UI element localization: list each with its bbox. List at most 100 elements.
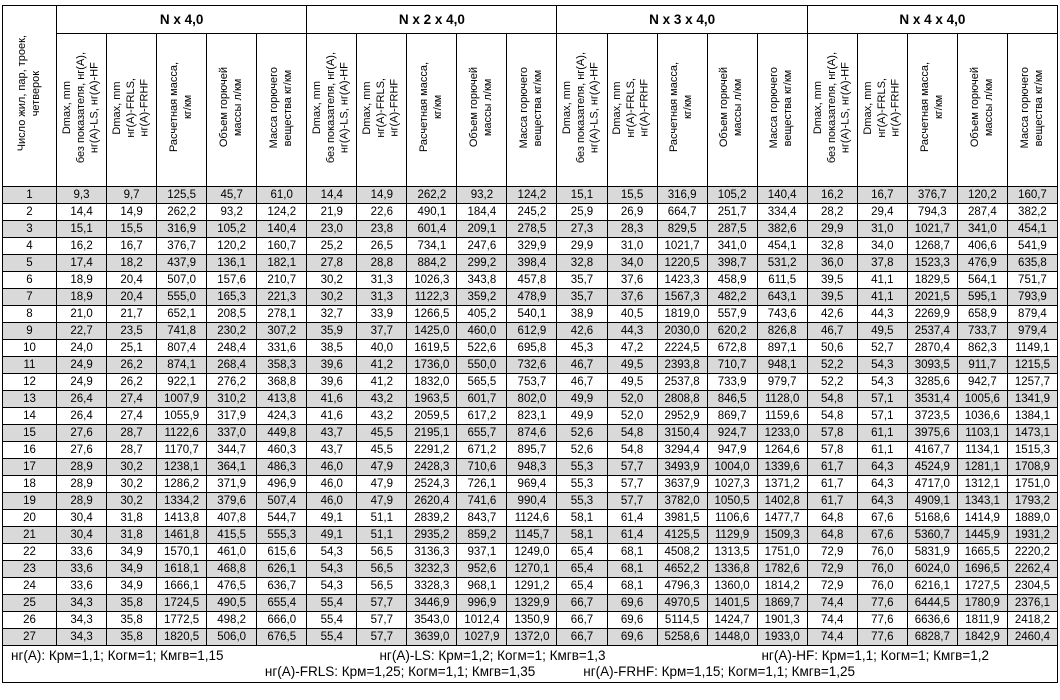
column-header-label: Dmax, mm нг(А)-FRLS, нг(А)-FRHF [110,77,151,138]
data-cell: 23,8 [356,220,408,238]
data-cell: 2269,9 [906,305,958,323]
data-cell: 46,7 [556,373,608,391]
data-cell: 66,7 [556,628,608,646]
data-cell: 1050,5 [706,492,758,510]
table-row: 23 33,6 34,9 1618,1 468,8 626,1 54,3 56,5 3232,3… [2,560,1059,578]
footnotes-cell: нг(А): Крм=1,1; Когм=1; Кмгв=1,15 нг(А)-… [2,645,1058,683]
data-cell: 316,9 [156,220,208,238]
data-cell: 57,7 [356,611,408,629]
data-cell: 15,5 [606,186,658,204]
data-cell: 33,6 [55,543,108,561]
data-cell: 2059,5 [406,407,458,425]
data-cell: 1829,5 [906,271,958,289]
data-cell: 69,6 [606,611,658,629]
data-cell: 3150,4 [656,424,708,442]
data-cell: 1401,5 [706,594,758,612]
data-cell: 37,6 [606,271,658,289]
data-cell: 3975,6 [906,424,958,442]
data-cell: 26,2 [106,356,158,374]
data-cell: 56,5 [356,543,408,561]
row-number-cell: 11 [2,356,57,374]
data-cell: 1665,5 [956,543,1008,561]
data-cell: 874,1 [156,356,208,374]
data-cell: 32,7 [306,305,358,323]
data-cell: 859,2 [456,526,508,544]
data-cell: 726,1 [456,475,508,493]
data-cell: 979,7 [756,373,808,391]
column-header-label: Расчетная масса, кг/км [167,62,194,153]
data-cell: 1122,3 [406,288,458,306]
data-cell: 1159,6 [756,407,808,425]
table-row: 3 15,1 15,5 316,9 105,2 140,4 23,0 23,8 601,4 209… [2,220,1059,238]
data-cell: 615,6 [256,543,308,561]
data-cell: 43,7 [306,441,358,459]
data-cell: 44,3 [606,322,658,340]
data-cell: 643,1 [756,288,808,306]
data-cell: 564,1 [956,271,1008,289]
data-cell: 1423,3 [656,271,708,289]
data-cell: 245,2 [506,203,558,221]
data-cell: 5168,6 [906,509,958,527]
coefficient-note-ls: нг(А)-LS: Крм=1,2; Когм=1; Кмгв=1,3 [379,648,606,663]
data-cell: 65,4 [556,577,608,595]
data-cell: 1249,0 [506,543,558,561]
data-cell: 22,6 [356,203,408,221]
data-cell: 247,6 [456,237,508,255]
data-cell: 64,3 [856,492,908,510]
data-cell: 49,5 [606,356,658,374]
data-cell: 3981,5 [656,509,708,527]
column-header-label: Dmax, mm без показателя, нг(А), нг(А)-LS… [311,51,351,164]
data-cell: 2524,3 [406,475,458,493]
data-cell: 34,9 [106,560,158,578]
coefficient-note-frhf: нг(А)-FRHF: Крм=1,15; Когм=1,1; Кмгв=1,2… [583,664,856,679]
data-cell: 794,3 [906,203,958,221]
row-number-cell: 23 [2,560,57,578]
data-cell: 9,3 [55,186,108,204]
data-cell: 1145,7 [506,526,558,544]
data-cell: 27,8 [306,254,358,272]
data-cell: 6024,0 [906,560,958,578]
data-cell: 672,8 [706,339,758,357]
column-group-header-nx4: N x 4,0 [55,5,308,34]
data-cell: 160,7 [256,237,308,255]
data-cell: 54,3 [306,577,358,595]
data-cell: 17,4 [55,254,108,272]
data-cell: 979,4 [1006,322,1059,340]
data-cell: 337,0 [206,424,258,442]
data-cell: 4652,2 [656,560,708,578]
data-cell: 334,4 [756,203,808,221]
data-cell: 54,8 [806,390,858,408]
data-cell: 1027,3 [706,475,758,493]
data-cell: 31,3 [356,271,408,289]
data-cell: 1618,1 [156,560,208,578]
data-cell: 874,6 [506,424,558,442]
data-cell: 802,0 [506,390,558,408]
data-cell: 990,4 [506,492,558,510]
data-cell: 2220,2 [1006,543,1059,561]
data-cell: 31,0 [606,237,658,255]
table-row: 4 16,2 16,7 376,7 120,2 160,7 25,2 26,5 734,1 247… [2,237,1059,255]
data-cell: 1266,5 [406,305,458,323]
data-cell: 793,9 [1006,288,1059,306]
data-cell: 262,2 [156,203,208,221]
data-cell: 67,6 [856,509,908,527]
data-cell: 359,2 [456,288,508,306]
column-header: Расчетная масса, кг/км [656,33,708,187]
data-cell: 666,0 [256,611,308,629]
data-cell: 93,2 [206,203,258,221]
data-cell: 1567,3 [656,288,708,306]
data-cell: 15,1 [55,220,108,238]
data-cell: 23,0 [306,220,358,238]
column-header-label: Расчетная масса, кг/км [418,62,444,153]
data-cell: 4909,1 [906,492,958,510]
column-header: Dmax, mm нг(А)-FRLS, нг(А)-FRHF [606,33,658,187]
data-cell: 2393,8 [656,356,708,374]
row-number-cell: 19 [2,492,57,510]
data-cell: 897,1 [756,339,808,357]
data-cell: 829,5 [656,220,708,238]
data-cell: 626,1 [256,560,308,578]
data-cell: 3232,3 [406,560,458,578]
data-cell: 969,4 [506,475,558,493]
data-cell: 460,0 [456,322,508,340]
data-cell: 25,2 [306,237,358,255]
